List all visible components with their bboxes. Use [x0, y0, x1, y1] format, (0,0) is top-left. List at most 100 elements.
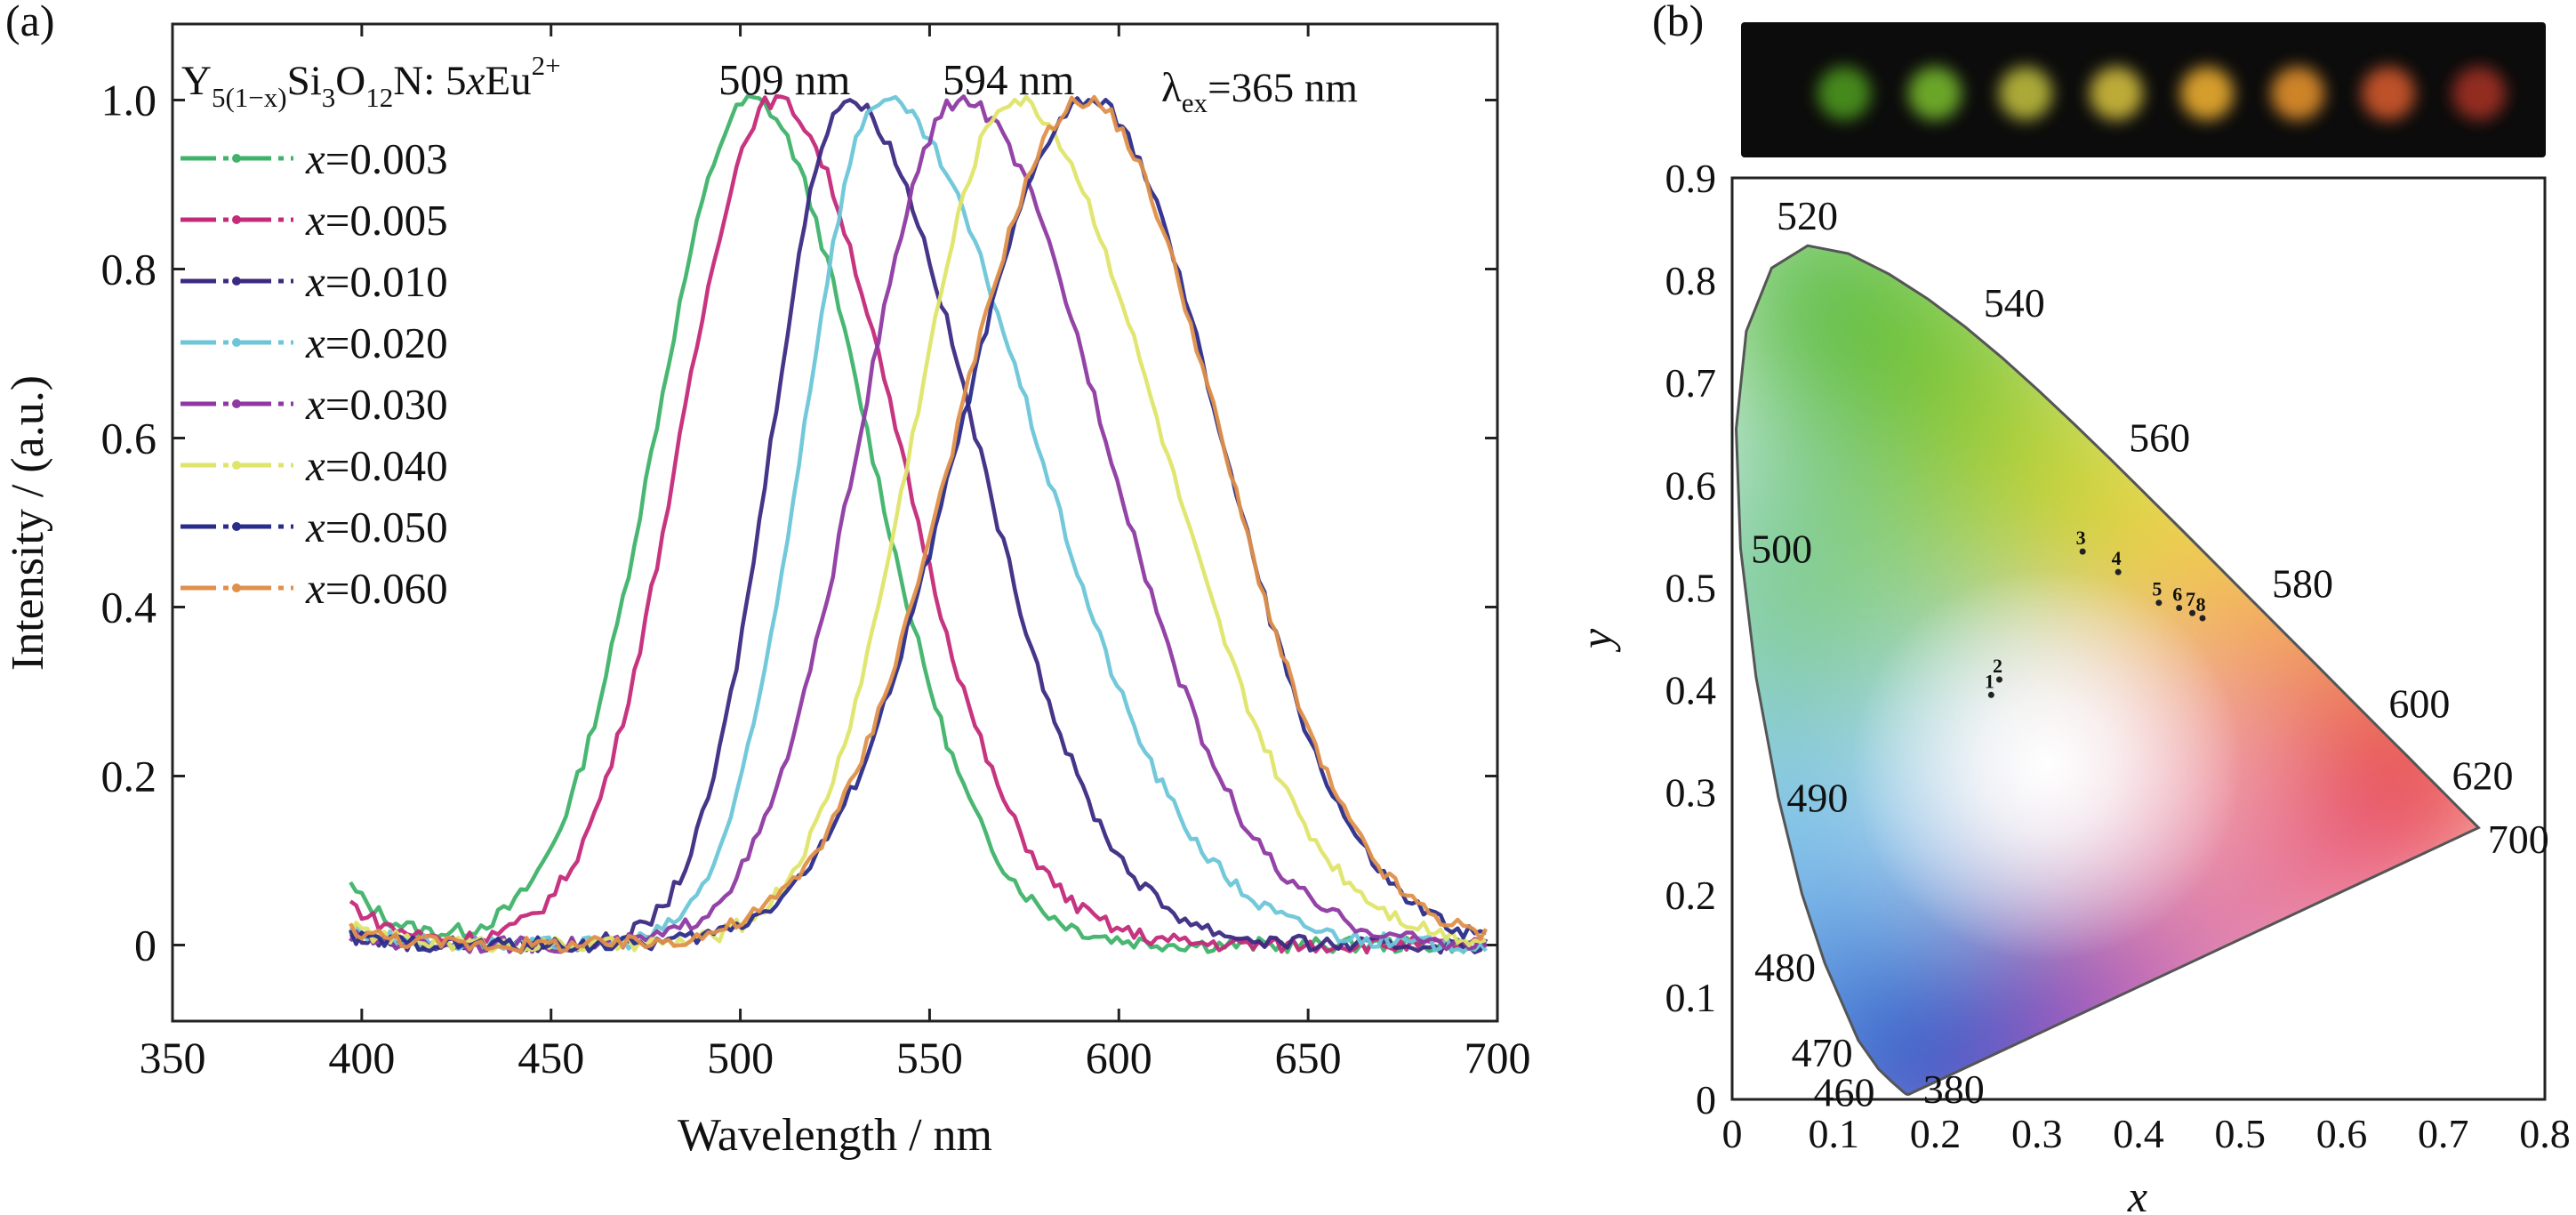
cie-point-3: [2079, 548, 2086, 555]
x-tick-label-a-1: 400: [328, 1033, 395, 1082]
series-line-x-0.040: [349, 94, 1487, 954]
plot-a-series: [349, 93, 1489, 955]
cie-point-label-3: 3: [2076, 527, 2086, 549]
cie-point-label-1: 1: [1985, 670, 1994, 692]
locus-label-480: 480: [1754, 945, 1816, 990]
x-tick-label-a-0: 350: [140, 1033, 206, 1082]
sample-dot-2: [1908, 67, 1962, 120]
cie-point-8: [2199, 615, 2206, 622]
x-tick-label-a-6: 650: [1275, 1033, 1342, 1082]
y-tick-label-b-0: 0: [1696, 1077, 1716, 1122]
cie-point-2: [1995, 676, 2002, 683]
y-tick-label-b-8: 0.8: [1665, 258, 1717, 303]
y-tick-label-b-7: 0.7: [1665, 360, 1717, 406]
panel-b: (b) 0 0.1 0.2 0.3 0.4 0.5 0.6 0.7 0.8 0 0.1 0.2 0.3 0…: [1571, 0, 2571, 1215]
legend-label-5: x=0.040: [305, 441, 448, 490]
legend-label-7: x=0.060: [305, 564, 448, 613]
x-tick-label-b-8: 0.8: [2519, 1111, 2571, 1156]
sample-dot-3: [1999, 67, 2052, 120]
cie-point-label-5: 5: [2152, 578, 2162, 600]
y-tick-label-b-5: 0.5: [1665, 565, 1717, 610]
y-tick-label-b-3: 0.3: [1665, 770, 1717, 816]
locus-label-500: 500: [1751, 527, 1812, 572]
locus-label-620: 620: [2452, 752, 2513, 798]
plot-a-axes: 350 400 450 500 550 600 650 700 0 0.2 0.4 0.6 0.8 1.0: [101, 24, 1531, 1082]
x-axis-label-b: x: [2127, 1171, 2147, 1215]
legend-a: x=0.003 x=0.005 x=0.010 x=0.020 x=0.030 x=0.0…: [181, 134, 448, 613]
legend-label-6: x=0.050: [305, 503, 448, 551]
locus-label-520: 520: [1777, 193, 1838, 238]
x-tick-label-a-3: 500: [707, 1033, 774, 1082]
y-tick-label-a-4: 0.8: [101, 245, 157, 294]
y-tick-label-b-1: 0.1: [1665, 975, 1717, 1020]
compound-formula: Y5(1−x)Si3O12N: 5xEu2+: [181, 50, 561, 113]
x-tick-label-b-0: 0: [1722, 1111, 1743, 1156]
locus-label-600: 600: [2388, 681, 2450, 727]
series-line-x-0.060: [349, 94, 1489, 954]
panel-a-label: (a): [5, 0, 55, 45]
y-tick-label-b-6: 0.6: [1665, 463, 1717, 508]
y-axis-label-a: Intensity / (a.u.): [3, 375, 53, 671]
y-tick-label-b-9: 0.9: [1665, 156, 1717, 201]
cie-points: 12 3 4 5 6 7 8: [1985, 527, 2206, 698]
x-tick-label-a-2: 450: [518, 1033, 584, 1082]
y-tick-label-b-4: 0.4: [1665, 668, 1717, 713]
legend-marker-0: [232, 154, 241, 163]
locus-label-490: 490: [1786, 775, 1848, 820]
y-tick-label-a-2: 0.4: [101, 583, 157, 632]
x-tick-label-b-1: 0.1: [1809, 1111, 1860, 1156]
cie-point-label-4: 4: [2112, 547, 2122, 569]
y-tick-label-a-3: 0.6: [101, 414, 157, 463]
peak-label-594: 594 nm: [943, 55, 1074, 104]
excitation-label: λex=365 nm: [1161, 65, 1358, 118]
y-tick-label-a-5: 1.0: [101, 76, 157, 125]
legend-marker-5: [232, 461, 241, 470]
x-tick-label-b-7: 0.7: [2418, 1111, 2469, 1156]
x-tick-label-a-4: 550: [896, 1033, 963, 1082]
legend-label-2: x=0.010: [305, 257, 448, 306]
sample-dot-1: [1818, 67, 1871, 120]
cie-point-1: [1987, 691, 1994, 698]
locus-label-700: 700: [2488, 817, 2549, 862]
locus-label-460: 460: [1814, 1069, 1875, 1114]
locus-label-380: 380: [1923, 1066, 1985, 1112]
x-tick-label-b-3: 0.3: [2011, 1111, 2063, 1156]
cie-point-5: [2155, 599, 2163, 607]
cie-point-label-2: 2: [1993, 655, 2002, 677]
x-axis-label-a: Wavelength / nm: [678, 1110, 992, 1161]
y-tick-label-b-2: 0.2: [1665, 873, 1717, 918]
legend-marker-6: [232, 522, 241, 531]
legend-label-4: x=0.030: [305, 380, 448, 429]
sample-dot-5: [2180, 67, 2234, 120]
legend-marker-2: [232, 277, 241, 286]
locus-label-540: 540: [1984, 280, 2045, 326]
locus-label-580: 580: [2272, 560, 2333, 606]
panel-b-label: (b): [1652, 0, 1704, 45]
y-tick-label-a-0: 0: [134, 921, 156, 970]
legend-marker-3: [232, 338, 241, 347]
x-tick-label-b-6: 0.6: [2316, 1111, 2368, 1156]
spectral-locus: [1734, 244, 2481, 1097]
cie-point-label-6: 6: [2172, 583, 2182, 605]
sample-dot-7: [2362, 67, 2415, 120]
cie-point-6: [2176, 604, 2183, 611]
locus-label-470: 470: [1792, 1030, 1853, 1075]
y-axis-label-b: y: [1571, 628, 1621, 653]
sample-photo-dots: [1818, 67, 2506, 120]
legend-marker-1: [232, 215, 241, 224]
locus-label-560: 560: [2129, 415, 2190, 461]
legend-marker-7: [232, 583, 241, 592]
cie-point-4: [2115, 568, 2122, 575]
sample-photo: [1741, 22, 2546, 157]
cie-point-7: [2189, 609, 2196, 616]
sample-dot-8: [2452, 67, 2506, 120]
legend-label-3: x=0.020: [305, 318, 448, 367]
x-tick-label-a-5: 600: [1086, 1033, 1152, 1082]
legend-marker-4: [232, 399, 241, 408]
panel-a: (a) 350 400 450 500 550 600 650 700 0 0.2 0.4 0.6 0.…: [3, 0, 1531, 1161]
series-line-x-0.010: [349, 98, 1489, 955]
x-tick-label-b-2: 0.2: [1910, 1111, 1962, 1156]
cie-axes: 0 0.1 0.2 0.3 0.4 0.5 0.6 0.7 0.8 0 0.1 0.2 0.3 0.4 0.…: [1665, 156, 2571, 1156]
